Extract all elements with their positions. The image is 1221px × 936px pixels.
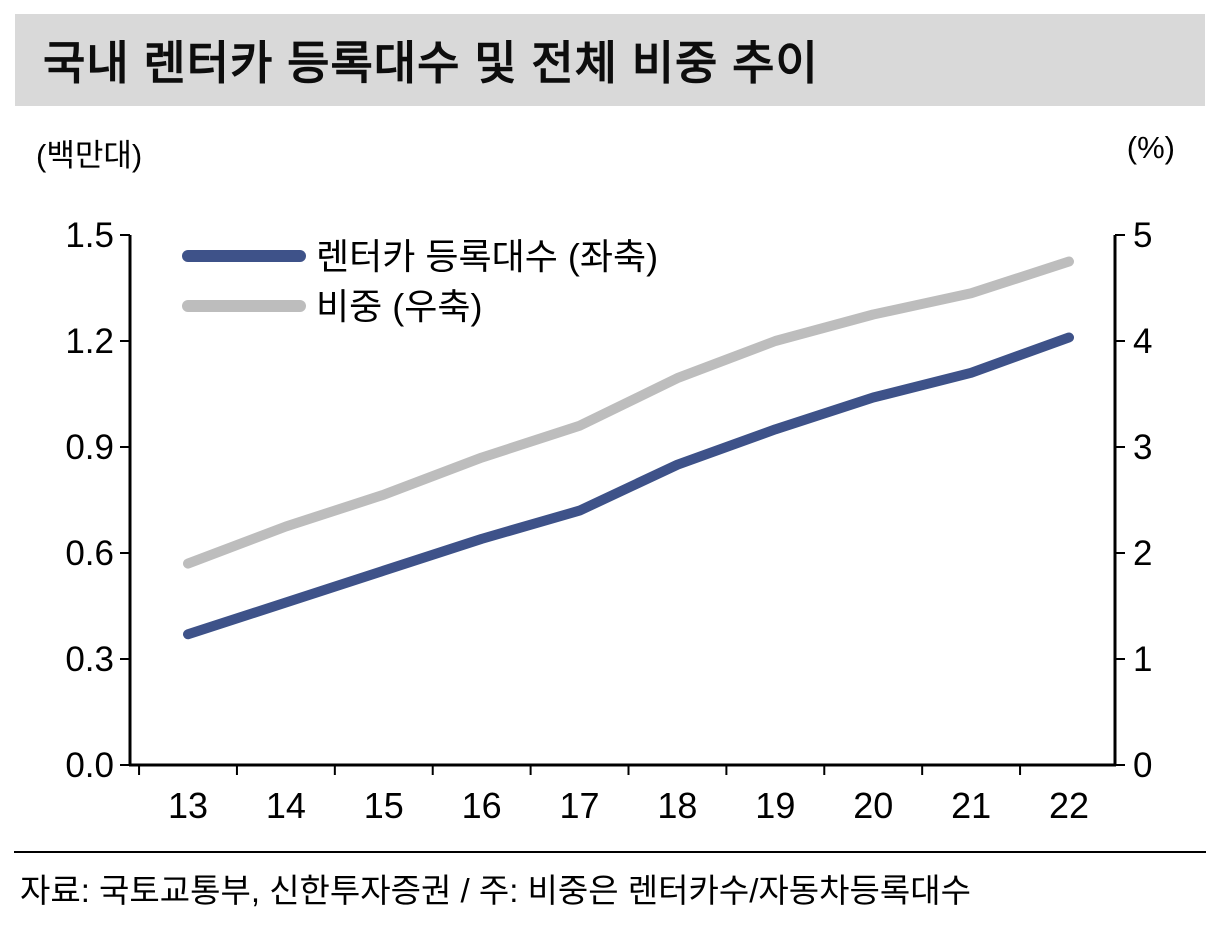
right-axis-unit-label: (%) <box>1126 130 1175 165</box>
x-axis-tick-label: 14 <box>266 785 306 826</box>
left-axis-unit-label: (백만대) <box>36 138 143 173</box>
right-axis-tick-label: 4 <box>1133 322 1152 361</box>
right-axis-tick-label: 2 <box>1133 534 1152 573</box>
left-axis-tick-label: 0.6 <box>65 534 114 573</box>
series-line-share <box>183 256 1074 569</box>
x-axis-tick-label: 13 <box>168 785 208 826</box>
source-note: 자료: 국토교통부, 신한투자증권 / 주: 비중은 렌터카수/자동차등록대수 <box>20 872 971 909</box>
right-axis-tick-label: 3 <box>1133 428 1152 467</box>
right-axis-tick-label: 0 <box>1133 746 1152 785</box>
x-axis-tick-label: 17 <box>560 785 600 826</box>
left-axis-tick-label: 1.5 <box>65 216 114 255</box>
x-axis-tick-label: 19 <box>755 785 795 826</box>
series-line-registrations <box>183 332 1074 640</box>
right-axis-tick-label: 5 <box>1133 216 1152 255</box>
legend-label: 비중 (우축) <box>316 286 482 327</box>
chart-title-bar: 국내 렌터카 등록대수 및 전체 비중 추이 <box>15 14 1205 106</box>
left-axis-tick-label: 0.0 <box>65 746 114 785</box>
x-axis-tick-label: 20 <box>853 785 893 826</box>
x-axis-tick-label: 21 <box>951 785 991 826</box>
footer-divider <box>14 851 1206 853</box>
legend-label: 렌터카 등록대수 (좌축) <box>316 236 658 277</box>
chart-title: 국내 렌터카 등록대수 및 전체 비중 추이 <box>43 37 819 89</box>
x-axis-tick-label: 22 <box>1049 785 1089 826</box>
right-axis-tick-label: 1 <box>1133 640 1152 679</box>
x-axis-tick-label: 18 <box>657 785 697 826</box>
x-axis-tick-label: 15 <box>364 785 404 826</box>
left-axis-tick-label: 1.2 <box>65 322 114 361</box>
left-axis-tick-label: 0.9 <box>65 428 114 467</box>
left-axis-tick-label: 0.3 <box>65 640 114 679</box>
x-axis-tick-label: 16 <box>462 785 502 826</box>
